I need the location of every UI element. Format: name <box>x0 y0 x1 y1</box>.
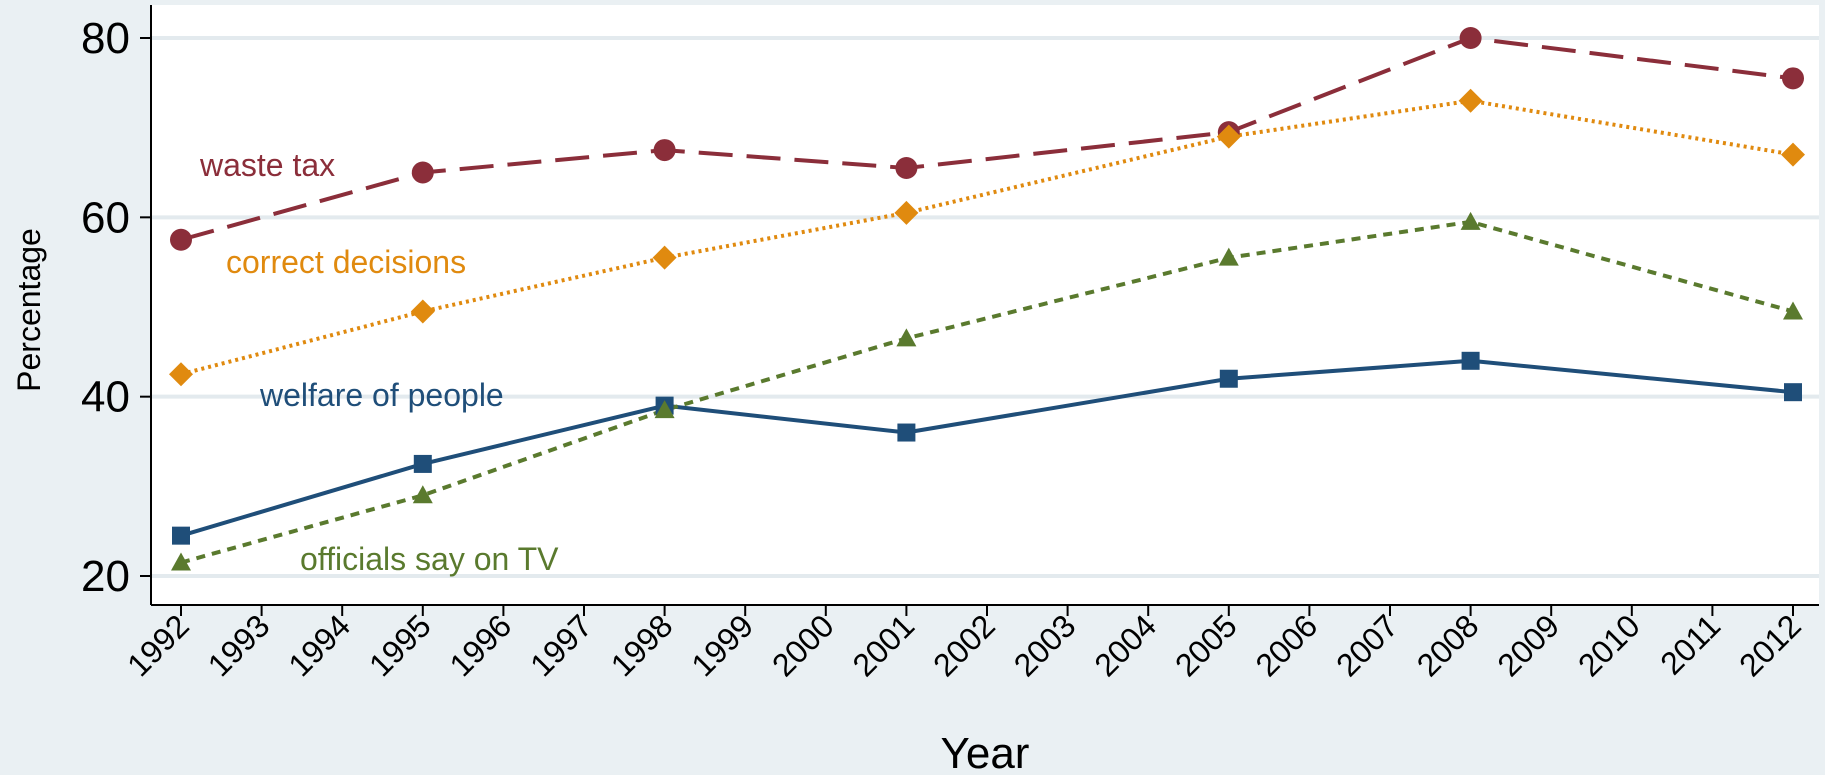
data-point <box>170 228 192 251</box>
data-point <box>1460 211 1481 230</box>
plot-area <box>151 5 1819 605</box>
data-point <box>1783 301 1803 320</box>
data-point <box>1781 142 1805 167</box>
axes <box>150 5 1819 606</box>
data-point <box>1216 124 1241 149</box>
series-label: welfare of people <box>259 377 504 413</box>
series-label: waste tax <box>199 147 335 183</box>
data-point <box>1461 351 1480 370</box>
gridlines <box>151 36 1819 578</box>
data-point <box>172 526 190 545</box>
x-axis-title: Year <box>941 729 1030 775</box>
series-group <box>169 27 1805 571</box>
data-point <box>653 139 676 162</box>
y-tick-labels: 20 40 60 80 <box>81 14 151 601</box>
series-labels: waste tax correct decisions welfare of peo… <box>199 147 559 577</box>
data-point <box>412 485 433 504</box>
data-point <box>1784 383 1802 402</box>
data-point <box>896 328 917 347</box>
data-point <box>1782 67 1804 90</box>
data-point <box>654 400 675 419</box>
data-point <box>1458 88 1483 113</box>
series-label: officials say on TV <box>300 541 559 577</box>
data-point <box>894 200 919 225</box>
data-point <box>169 362 193 387</box>
data-point <box>652 245 677 270</box>
data-point <box>411 161 434 184</box>
data-point <box>410 299 435 324</box>
y-tick-label: 80 <box>81 14 130 63</box>
data-point <box>1219 369 1238 388</box>
y-axis-title: Percentage <box>11 228 47 392</box>
data-point <box>171 552 191 571</box>
data-point <box>413 454 432 473</box>
data-point <box>897 423 916 442</box>
data-point <box>1218 247 1239 266</box>
y-tick-label: 40 <box>81 373 130 422</box>
data-point <box>895 157 918 180</box>
y-tick-label: 60 <box>81 193 130 242</box>
series-label: correct decisions <box>226 244 466 280</box>
data-point <box>1459 27 1482 49</box>
y-tick-label: 20 <box>81 552 130 601</box>
